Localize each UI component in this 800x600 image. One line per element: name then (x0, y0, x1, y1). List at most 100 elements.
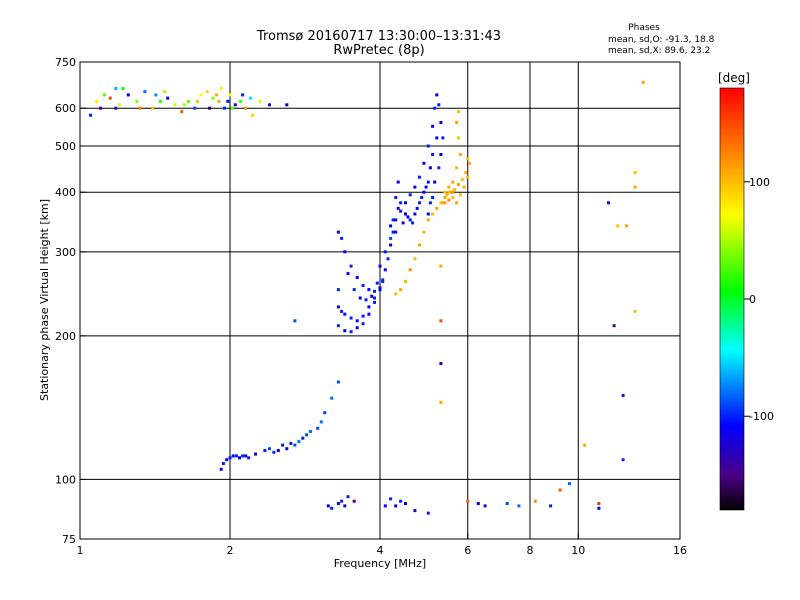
data-point (391, 230, 395, 234)
data-point (316, 426, 320, 430)
data-point (383, 504, 387, 508)
data-point (258, 99, 262, 103)
data-point (420, 196, 424, 199)
data-point (319, 420, 323, 424)
data-point (435, 93, 439, 97)
data-point (230, 106, 234, 110)
data-point (367, 312, 371, 316)
data-point (383, 268, 387, 272)
data-point (443, 190, 447, 194)
data-point (285, 447, 289, 451)
data-point (394, 504, 398, 508)
data-point (445, 193, 449, 197)
x-tick-label: 10 (571, 544, 585, 557)
data-point (186, 99, 190, 103)
data-point (418, 243, 421, 247)
data-point (241, 454, 245, 458)
data-point (336, 305, 340, 309)
data-point (254, 452, 257, 456)
data-point (399, 499, 403, 503)
data-point (225, 458, 229, 462)
data-point (435, 206, 439, 210)
data-point (367, 305, 371, 309)
data-point (394, 230, 398, 234)
data-point (597, 506, 601, 510)
data-point (205, 90, 209, 94)
data-point (464, 171, 468, 174)
data-point (394, 292, 398, 296)
data-point (439, 319, 443, 323)
data-point (439, 153, 443, 156)
data-point (343, 312, 347, 316)
y-tick-label: 300 (55, 246, 76, 259)
data-point (135, 99, 139, 103)
y-tick-label: 100 (55, 473, 76, 486)
data-point (370, 294, 374, 298)
data-point (361, 284, 365, 287)
data-point (408, 218, 412, 222)
data-point (476, 502, 480, 505)
data-point (612, 324, 616, 328)
data-point (336, 380, 340, 384)
x-tick-label: 1 (77, 544, 84, 557)
data-point (158, 99, 162, 103)
data-point (455, 166, 459, 170)
data-point (346, 495, 350, 499)
data-point (633, 171, 637, 174)
x-axis: 1 2 4 6 8 10 16 (77, 533, 687, 557)
data-point (428, 166, 432, 170)
data-point (447, 198, 451, 202)
data-point (389, 224, 393, 228)
x-tick-label: 4 (377, 544, 384, 557)
data-point (349, 330, 353, 334)
x-tick-label: 6 (464, 544, 471, 557)
data-point (451, 190, 455, 194)
colorbar-label: [deg] (718, 71, 750, 85)
data-point (583, 443, 587, 447)
data-point (247, 456, 251, 460)
data-point (238, 456, 241, 460)
y-tick-label: 400 (55, 186, 76, 199)
data-point (223, 106, 226, 110)
data-point (297, 440, 301, 444)
data-point (378, 264, 382, 268)
data-point (394, 196, 398, 199)
data-point (336, 230, 340, 234)
data-point (349, 316, 353, 320)
data-point (449, 190, 453, 194)
data-point (336, 502, 340, 505)
data-point (121, 87, 125, 90)
data-point (641, 80, 645, 84)
data-point (483, 504, 487, 508)
data-point (293, 443, 297, 447)
data-point (411, 221, 415, 225)
data-point (373, 296, 376, 300)
data-point (549, 504, 553, 508)
data-point (289, 441, 293, 445)
data-point (138, 106, 142, 110)
data-point (422, 230, 426, 234)
y-tick-label: 600 (55, 102, 76, 115)
data-point (293, 319, 297, 323)
colorbar-tick-label: -100 (749, 410, 774, 423)
data-point (437, 166, 441, 170)
colorbar (720, 88, 744, 510)
data-point (413, 257, 417, 261)
data-point (415, 206, 419, 210)
data-point (517, 504, 521, 508)
data-point (301, 436, 305, 440)
colorbar-ticks: 100 0 -100 (744, 176, 774, 423)
data-point (228, 93, 232, 97)
data-point (433, 180, 437, 184)
data-point (404, 280, 407, 283)
data-point (358, 296, 362, 300)
y-tick-label: 75 (62, 533, 76, 546)
data-point (373, 300, 376, 304)
data-point (455, 121, 459, 124)
data-point (375, 281, 379, 285)
data-point (114, 106, 118, 110)
data-point (383, 250, 387, 254)
data-point (195, 99, 199, 103)
data-point (457, 183, 460, 187)
data-point (431, 196, 435, 199)
